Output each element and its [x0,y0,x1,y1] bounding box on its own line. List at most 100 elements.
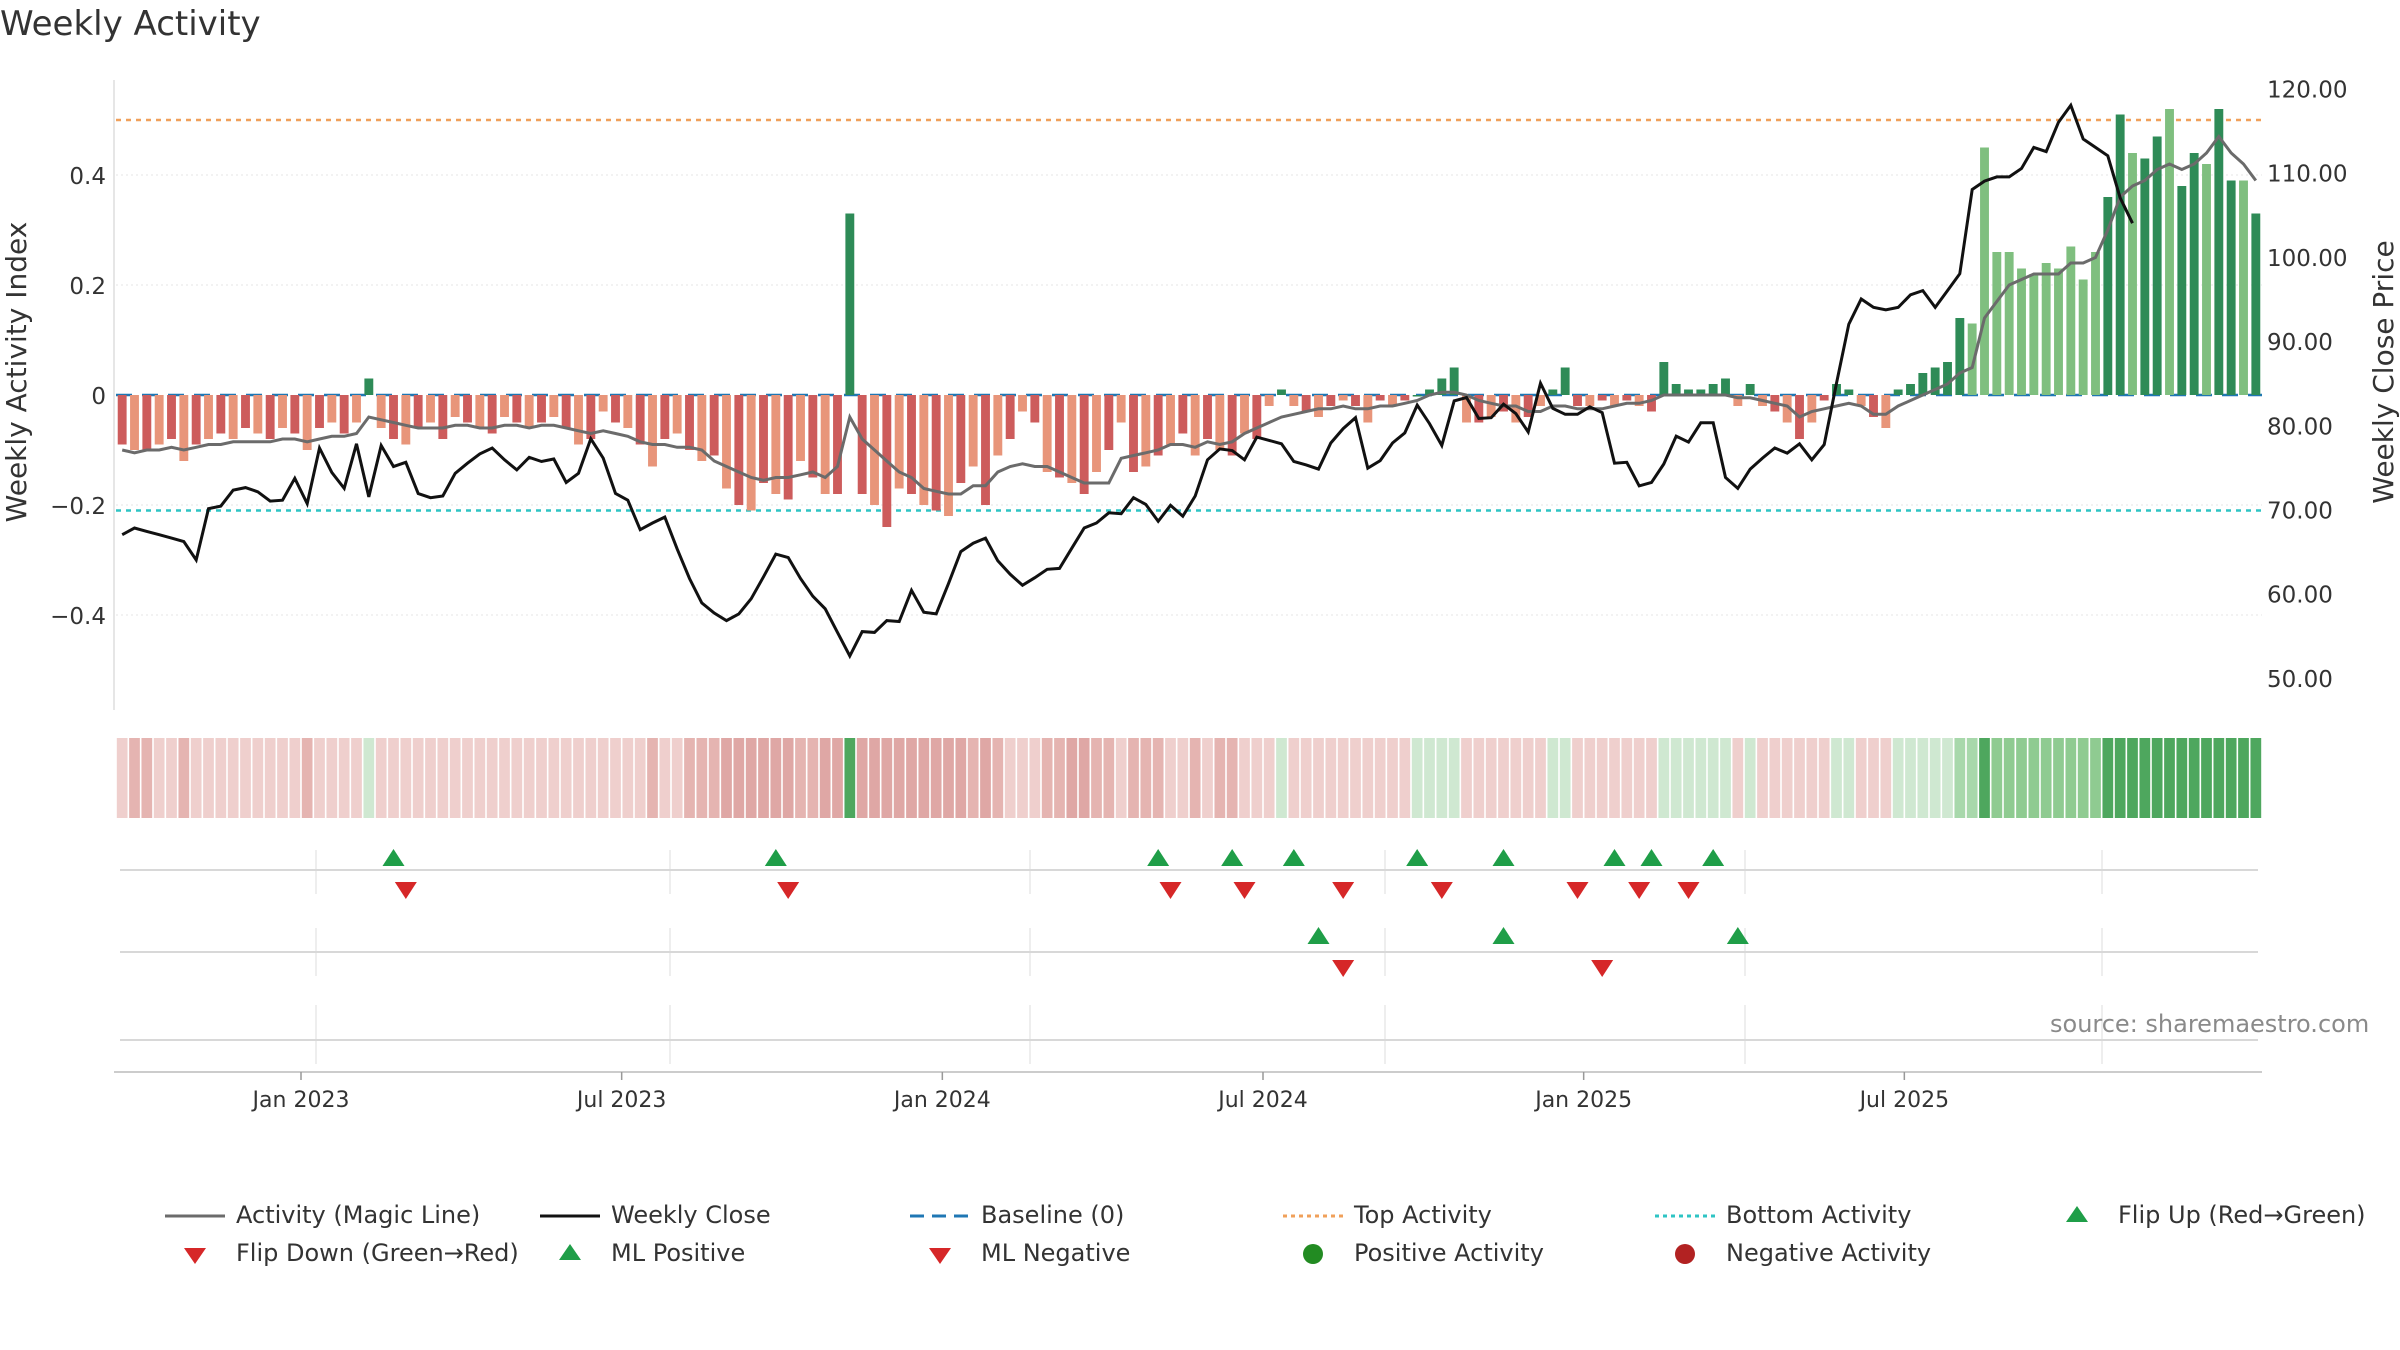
heat-cell [2151,738,2163,818]
activity-bar [2239,180,2248,395]
activity-bar [191,395,201,445]
heat-cell [363,738,375,818]
heat-cell [782,738,794,818]
activity-bar [611,395,620,423]
heat-cell [2139,738,2151,818]
legend-label: Weekly Close [611,1201,771,1229]
activity-bar [808,395,818,478]
heat-cell [388,738,399,818]
heat-cell [351,738,362,818]
heat-cell [708,738,720,818]
heat-cell [856,738,868,818]
heat-cell [523,738,535,818]
heat-cell [1572,738,1583,818]
heat-cell [1855,738,1867,818]
y-right-tick-label: 90.00 [2267,330,2333,356]
activity-bar [487,395,497,434]
flip-down-marker [1677,882,1700,899]
heat-cell [832,738,843,818]
activity-bar [1203,395,1212,439]
heat-cell [1535,738,1546,818]
heat-cell [1276,738,1287,818]
flip-markers [120,849,2258,1064]
activity-bar [2140,158,2150,395]
activity-bar [1881,395,1891,428]
flip-down-marker [1566,882,1589,899]
heat-cell [918,738,930,818]
heat-cell [1596,738,1608,818]
activity-bar [1018,395,1027,412]
heat-cell [1794,738,1805,818]
heat-cell [2188,738,2200,818]
heat-cell [573,738,584,818]
activity-bar [1314,395,1323,417]
activity-bar [1104,395,1114,450]
activity-bar [1955,318,1965,395]
activity-bar [1684,389,1693,395]
heat-cell [1473,738,1485,818]
heat-cell [1670,738,1682,818]
heat-cell [1399,738,1411,818]
reference-lines [116,118,2262,512]
heat-cell [1313,738,1324,818]
y-left-tick-label: 0.4 [69,164,106,190]
heat-cell [955,738,967,818]
activity-bar [278,395,287,428]
activity-bar [327,395,337,423]
heat-cell [2016,738,2027,818]
activity-bar [1190,395,1200,456]
activity-bar [857,395,867,494]
heat-cell [2225,738,2237,818]
heat-cell [449,738,461,818]
heat-cell [1054,738,1065,818]
activity-bar [1005,395,1015,439]
x-tick-label: Jul 2023 [575,1088,667,1113]
activity-bar [352,395,361,423]
activity-bar [1116,395,1126,423]
activity-bar [820,395,830,494]
activity-bar [1708,384,1718,395]
activity-bar [648,395,657,467]
activity-bar [993,395,1003,456]
activity-bar [1425,389,1434,395]
flip-up-marker [764,849,787,866]
x-axis: Jan 2023 Jul 2023 Jan 2024 Jul 2024 Jan 2025… [114,1071,2262,1113]
activity-bar [981,395,990,505]
flip-up-marker [1603,849,1626,866]
activity-bar [771,395,781,494]
activity-bar [1819,395,1829,401]
heat-cell [1633,738,1645,818]
activity-bar [1474,395,1484,423]
heat-cell [203,738,214,818]
heat-cell [1461,738,1472,818]
activity-bar [179,395,189,461]
flip-up-marker [1221,849,1244,866]
heat-cell [671,738,683,818]
heat-cell [770,738,782,818]
heat-cell [819,738,831,818]
heat-cell [2238,738,2249,818]
heat-cell [943,738,954,818]
x-tick-label: Jan 2023 [251,1088,350,1113]
legend-label: Activity (Magic Line) [236,1201,481,1229]
activity-bar [450,395,460,417]
weekly-close-line [121,102,2134,660]
heat-cell [1683,738,1694,818]
flip-down-marker [1159,882,1182,899]
activity-bar [142,395,152,450]
heat-cell [758,738,769,818]
activity-bar [598,395,608,412]
triangle-up-icon [559,1244,581,1260]
activity-bar [1782,395,1792,423]
axes: 0.4 0.2 0 −0.2 −0.4 120.00 110.00 100.00 90.00 80… [0,77,2400,710]
activity-bar [1055,395,1064,478]
heat-cell [1695,738,1707,818]
dot-icon [1675,1244,1695,1264]
heat-cell [1017,738,1028,818]
triangle-up-icon [2066,1206,2088,1222]
activity-bar [1856,395,1866,406]
heat-cell [1374,738,1386,818]
heat-cell [166,738,177,818]
heat-cell [634,738,646,818]
activity-bar [2202,164,2211,395]
